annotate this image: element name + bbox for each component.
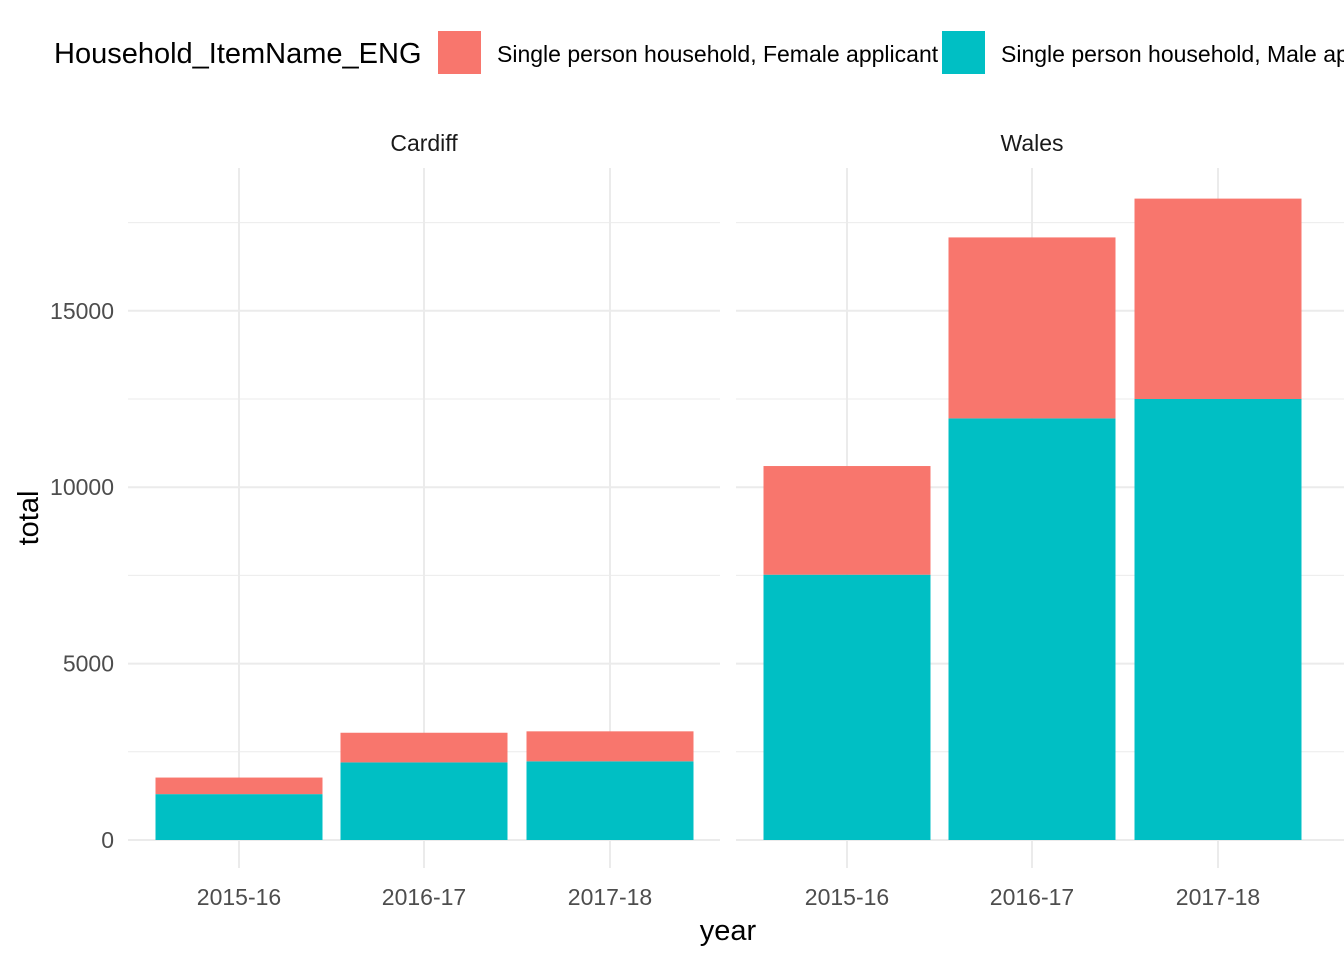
facet-strip-label: Wales — [1000, 130, 1063, 156]
bar-segment — [1134, 198, 1302, 399]
legend-label-male: Single person household, Male applicant — [1001, 41, 1344, 67]
x-tick-label: 2017-18 — [568, 884, 652, 910]
legend: Household_ItemName_ENG Single person hou… — [54, 31, 1344, 74]
x-tick-label: 2015-16 — [197, 884, 281, 910]
legend-label-female: Single person household, Female applican… — [497, 41, 939, 67]
legend-key-male — [942, 31, 985, 74]
bar-segment — [948, 418, 1116, 840]
bar-segment — [763, 466, 931, 575]
y-tick-label: 0 — [101, 827, 114, 853]
facet-strip-label: Cardiff — [390, 130, 458, 156]
facet-panel: Wales 2015-16 2016-17 2017-18 — [736, 130, 1344, 910]
bar-segment — [763, 574, 931, 840]
y-tick-label: 15000 — [50, 298, 114, 324]
legend-key-female — [438, 31, 481, 74]
x-tick-label: 2015-16 — [805, 884, 889, 910]
y-axis-title: total — [13, 491, 45, 546]
facet-panels: Cardiff 2015-16 2016-17 2017-18 Wales 2015-16… — [128, 130, 1344, 910]
bar-segment — [155, 777, 323, 795]
bar-segment — [340, 762, 508, 840]
x-axis-title: year — [700, 915, 757, 947]
bar-segment — [340, 732, 508, 763]
bar-segment — [526, 761, 694, 840]
y-tick-label: 10000 — [50, 474, 114, 500]
facet-panel: Cardiff 2015-16 2016-17 2017-18 — [128, 130, 720, 910]
bar-segment — [948, 237, 1116, 419]
bar-segment — [155, 794, 323, 840]
y-axis: 0 5000 10000 15000 — [50, 298, 114, 853]
x-tick-label: 2016-17 — [990, 884, 1074, 910]
x-tick-label: 2016-17 — [382, 884, 466, 910]
legend-title: Household_ItemName_ENG — [54, 38, 422, 70]
bar-segment — [526, 731, 694, 762]
bar-segment — [1134, 399, 1302, 840]
y-tick-label: 5000 — [63, 651, 114, 677]
x-tick-label: 2017-18 — [1176, 884, 1260, 910]
